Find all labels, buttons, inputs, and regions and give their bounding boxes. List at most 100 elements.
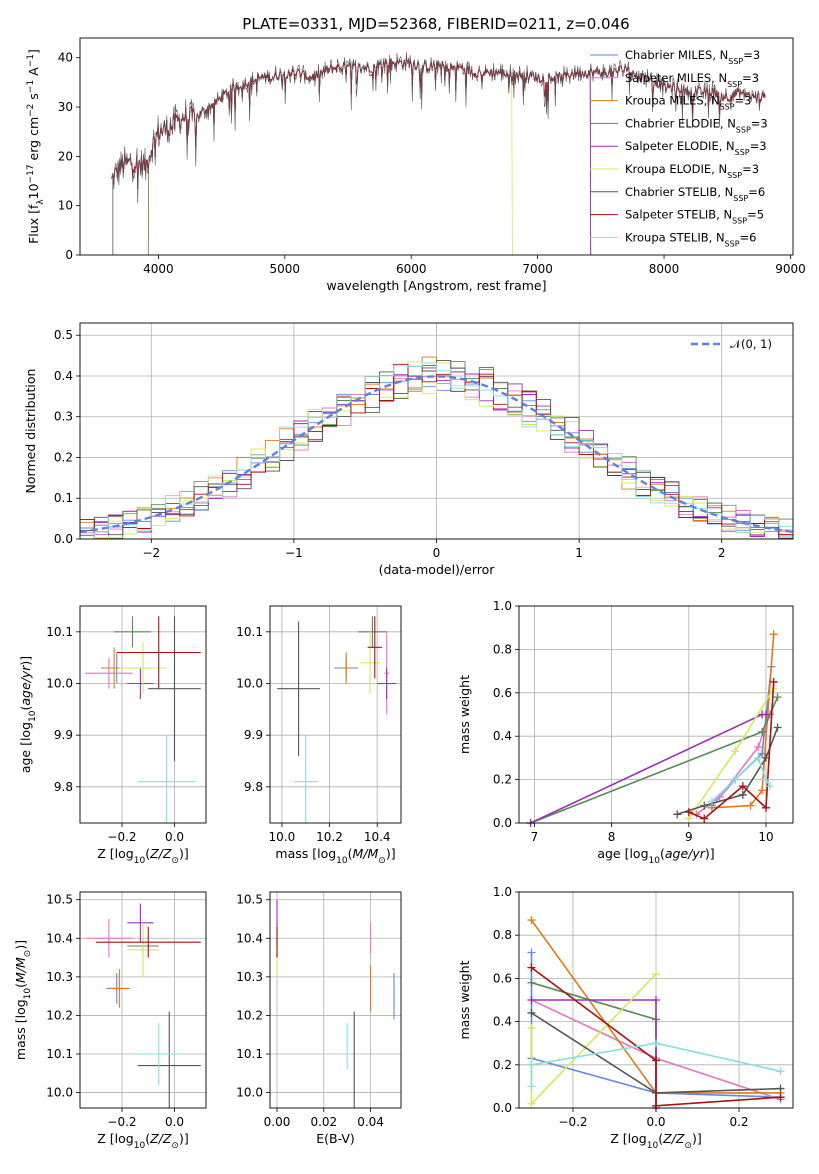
y-tick-label: 0.0 bbox=[54, 532, 73, 546]
weight-marker bbox=[776, 1067, 785, 1076]
x-tick-label: 0.0 bbox=[165, 1115, 184, 1129]
y-tick-label: 0.1 bbox=[54, 491, 73, 505]
grid-lines bbox=[80, 606, 206, 823]
weight-marker bbox=[765, 782, 774, 791]
spectrum-line bbox=[147, 58, 592, 255]
mass-weight-vs-metallicity-chart: −0.2 0.0 0.2 0.0 0.2 0.4 0.6 0.8 1.0 Z [log10(Z/Z… bbox=[457, 885, 794, 1151]
x-axis-label: (data-model)/error bbox=[379, 562, 496, 577]
y-axis-label: mass weight bbox=[457, 960, 472, 1039]
mass-vs-metallicity-chart: −0.2 0.0 10.0 10.1 10.2 10.3 10.4 10.5 Z [log10(… bbox=[13, 891, 207, 1151]
x-tick-label: 0 bbox=[433, 546, 441, 560]
y-tick-label: 10.0 bbox=[236, 677, 263, 691]
spectrum-line bbox=[147, 58, 513, 255]
weight-marker bbox=[700, 801, 709, 810]
y-tick-label: 10.1 bbox=[236, 625, 263, 639]
y-tick-label: 10.2 bbox=[46, 1008, 73, 1022]
x-axis-label: Z [log10(Z/Z⊙)] bbox=[97, 846, 188, 866]
x-tick-label: 10.4 bbox=[364, 830, 391, 844]
x-tick-label: 8 bbox=[608, 830, 616, 844]
x-axis-label: Z [log10(Z/Z⊙)] bbox=[97, 1131, 188, 1151]
x-tick-label: 10 bbox=[758, 830, 773, 844]
weight-marker bbox=[731, 775, 740, 784]
y-tick-label: 1.0 bbox=[493, 885, 512, 899]
mass-vs-extinction-chart: 0.00 0.02 0.04 10.0 10.1 10.2 10.3 10.4 10.5 E(B-… bbox=[236, 891, 402, 1146]
weight-line bbox=[530, 696, 779, 823]
y-tick-label: 9.8 bbox=[54, 780, 73, 794]
y-tick-label: 0.0 bbox=[493, 816, 512, 830]
y-tick-label: 9.8 bbox=[244, 780, 263, 794]
legend-label: Kroupa STELIB, NSSP=6 bbox=[625, 230, 756, 248]
weight-marker bbox=[684, 808, 693, 817]
legend-label: Chabrier STELIB, NSSP=6 bbox=[625, 185, 765, 203]
weight-line bbox=[530, 952, 781, 1098]
x-axis-label: E(B-V) bbox=[316, 1131, 355, 1146]
x-axis-label: wavelength [Angstrom, rest frame] bbox=[326, 278, 546, 293]
weight-line bbox=[696, 714, 771, 815]
legend-label: Kroupa MILES, NSSP=3 bbox=[625, 94, 752, 112]
x-tick-label: −0.2 bbox=[107, 830, 136, 844]
x-tick-label: 0.0 bbox=[646, 1115, 665, 1129]
y-axis-label: mass [log10(M/M⊙)] bbox=[13, 940, 33, 1060]
residual-histogram-chart: −2 −1 0 1 2 0.0 0.1 0.2 0.3 0.4 0.5 (data-model)/er… bbox=[23, 322, 794, 577]
x-tick-label: 8000 bbox=[649, 262, 680, 276]
y-tick-label: 0.0 bbox=[493, 1101, 512, 1115]
x-tick-label: 2 bbox=[718, 546, 726, 560]
y-tick-label: 10.0 bbox=[46, 1086, 73, 1100]
weight-marker bbox=[527, 1099, 536, 1108]
y-tick-label: 0.8 bbox=[493, 928, 512, 942]
plot-frame bbox=[518, 605, 794, 824]
legend-label: Kroupa ELODIE, NSSP=3 bbox=[625, 162, 759, 180]
y-tick-label: 20 bbox=[58, 149, 73, 163]
y-tick-label: 0.5 bbox=[54, 328, 73, 342]
y-tick-label: 0.3 bbox=[54, 410, 73, 424]
y-tick-label: 10.3 bbox=[236, 970, 263, 984]
legend-label: Salpeter MILES, NSSP=3 bbox=[625, 71, 759, 89]
grid-lines bbox=[270, 892, 401, 1108]
x-tick-label: 0.04 bbox=[357, 1115, 384, 1129]
y-axis-label: Normed distribution bbox=[23, 369, 38, 494]
y-tick-label: 0.2 bbox=[54, 450, 73, 464]
x-tick-label: 0.02 bbox=[310, 1115, 337, 1129]
x-tick-label: 5000 bbox=[270, 262, 301, 276]
x-tick-label: 9000 bbox=[775, 262, 806, 276]
weight-line bbox=[530, 973, 657, 1106]
y-tick-label: 0.6 bbox=[493, 971, 512, 985]
y-axis-label: age [log10(age/yr)] bbox=[18, 656, 38, 773]
x-tick-label: −0.2 bbox=[107, 1115, 136, 1129]
weight-marker bbox=[652, 1039, 660, 1048]
x-tick-label: −1 bbox=[285, 546, 303, 560]
weight-line bbox=[711, 634, 775, 809]
y-tick-label: 0.2 bbox=[493, 1058, 512, 1072]
legend-label: Salpeter ELODIE, NSSP=3 bbox=[625, 139, 767, 157]
x-tick-label: 0.2 bbox=[729, 1115, 748, 1129]
weight-marker bbox=[738, 790, 747, 799]
x-tick-label: 1 bbox=[575, 546, 583, 560]
weight-marker bbox=[527, 948, 536, 957]
weight-marker bbox=[527, 1082, 536, 1091]
x-tick-label: 6000 bbox=[396, 262, 427, 276]
x-axis-label: mass [log10(M/M⊙)] bbox=[275, 846, 395, 866]
weight-marker bbox=[527, 1060, 536, 1069]
figure-title: PLATE=0331, MJD=52368, FIBERID=0211, z=0… bbox=[242, 15, 629, 33]
weight-marker bbox=[761, 775, 770, 784]
weight-marker bbox=[758, 786, 767, 795]
weight-marker bbox=[758, 727, 767, 736]
y-tick-label: 10.0 bbox=[46, 677, 73, 691]
weight-marker bbox=[754, 753, 763, 762]
y-tick-label: 10 bbox=[58, 199, 73, 213]
histogram-step bbox=[80, 362, 793, 539]
x-tick-label: 10.2 bbox=[316, 830, 343, 844]
weight-marker bbox=[738, 782, 747, 791]
y-tick-label: 30 bbox=[58, 100, 73, 114]
weight-marker bbox=[527, 996, 536, 1004]
weight-marker bbox=[746, 801, 755, 810]
weight-marker bbox=[652, 1101, 660, 1110]
legend-label: Salpeter STELIB, NSSP=5 bbox=[625, 208, 764, 226]
normal-curve bbox=[79, 375, 794, 534]
spectrum-chart: 4000 5000 6000 7000 8000 9000 0 10 20 30 40 wavelen… bbox=[26, 37, 806, 293]
x-tick-label: 9 bbox=[685, 830, 693, 844]
weight-marker bbox=[761, 710, 770, 719]
plot-frame bbox=[269, 891, 402, 1109]
plot-frame bbox=[79, 37, 794, 256]
